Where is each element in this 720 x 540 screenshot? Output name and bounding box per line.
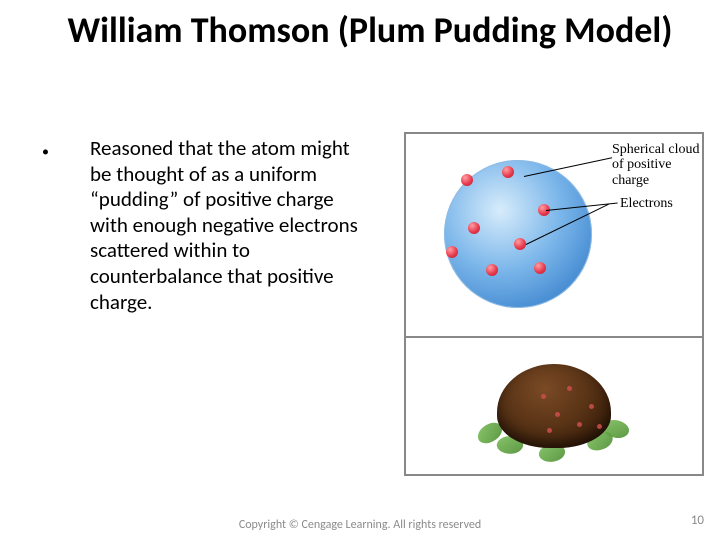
- pudding-plum: [567, 386, 572, 391]
- bullet-marker: •: [42, 136, 90, 315]
- bullet-text: Reasoned that the atom might be thought …: [90, 136, 372, 315]
- electron-dot: [534, 262, 546, 274]
- pudding-plum: [589, 404, 594, 409]
- electron-dot: [514, 238, 526, 250]
- figure-container: Spherical cloud of positive charge Elect…: [404, 132, 704, 476]
- pudding-plum: [597, 424, 602, 429]
- label-cloud: Spherical cloud of positive charge: [612, 142, 704, 188]
- slide: William Thomson (Plum Pudding Model) • R…: [0, 0, 720, 540]
- pudding-body: [497, 364, 611, 448]
- page-title: William Thomson (Plum Pudding Model): [50, 10, 690, 51]
- pudding-plum: [577, 422, 582, 427]
- copyright-text: Copyright © Cengage Learning. All rights…: [230, 518, 490, 532]
- electron-dot: [461, 174, 473, 186]
- plum-pudding-diagram: Spherical cloud of positive charge Elect…: [406, 134, 702, 338]
- label-electrons: Electrons: [620, 196, 673, 211]
- pudding-plum: [555, 412, 560, 417]
- electron-dot: [502, 166, 514, 178]
- pudding-plum: [541, 394, 546, 399]
- electron-dot: [446, 246, 458, 258]
- electron-dot: [468, 222, 480, 234]
- electron-dot: [486, 264, 498, 276]
- pudding-illustration: [479, 358, 629, 458]
- pudding-plum: [547, 428, 552, 433]
- bullet-item: • Reasoned that the atom might be though…: [42, 136, 372, 315]
- page-number: 10: [691, 513, 704, 528]
- plum-pudding-photo: [406, 338, 702, 474]
